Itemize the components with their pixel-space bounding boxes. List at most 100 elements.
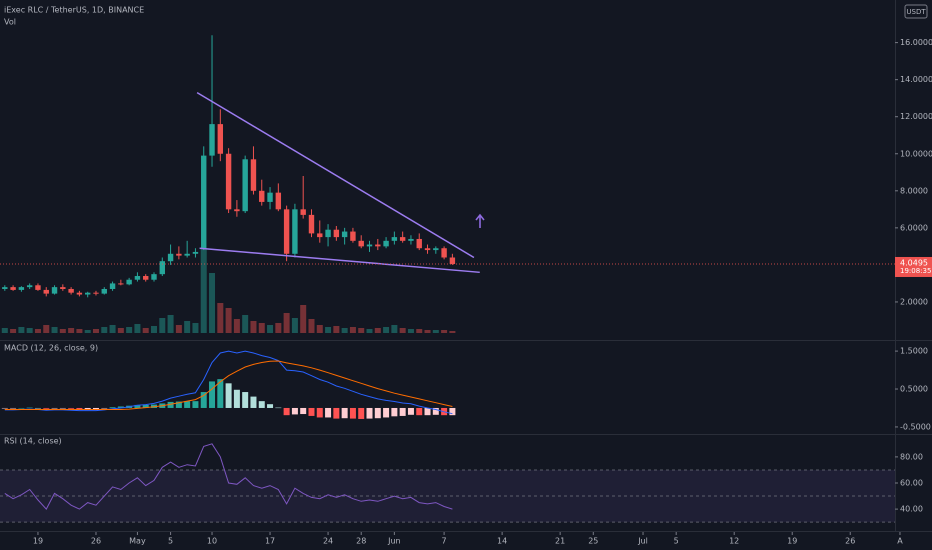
last-price-box bbox=[895, 256, 932, 277]
volume-bar bbox=[432, 330, 439, 333]
arrow-up-icon bbox=[475, 213, 485, 228]
macd-histogram-bar bbox=[333, 407, 340, 419]
macd-histogram-bar bbox=[233, 389, 240, 408]
candle-body bbox=[408, 238, 414, 241]
macd-histogram-bar bbox=[68, 407, 75, 409]
volume-bar bbox=[18, 327, 25, 333]
macd-histogram-bar bbox=[76, 407, 83, 410]
candle-body bbox=[242, 159, 248, 212]
x-tick-label: 5 bbox=[674, 537, 679, 546]
y-tick-label: 16.0000 bbox=[900, 38, 932, 47]
volume-bar bbox=[109, 325, 116, 333]
volume-bar bbox=[308, 319, 315, 333]
y-tick-label: 0.5000 bbox=[900, 385, 928, 394]
macd-histogram-bar bbox=[142, 404, 149, 408]
volume-bar bbox=[209, 273, 216, 333]
macd-histogram-bar bbox=[18, 407, 25, 409]
macd-histogram-bar bbox=[258, 401, 265, 408]
volume-bar bbox=[117, 328, 124, 333]
x-tick-label: A bbox=[897, 537, 903, 546]
x-tick-label: 19 bbox=[787, 537, 797, 546]
volume-bar bbox=[167, 315, 174, 333]
candle-body bbox=[300, 209, 306, 215]
macd-histogram-bar bbox=[449, 407, 456, 416]
macd-histogram-bar bbox=[184, 401, 191, 408]
symbol-title: iExec RLC / TetherUS, 1D, BINANCE bbox=[4, 6, 144, 15]
candle-body bbox=[225, 153, 232, 210]
macd-histogram-bar bbox=[316, 407, 323, 418]
macd-histogram-bar bbox=[117, 406, 124, 408]
x-tick-label: 17 bbox=[265, 537, 275, 546]
trendline bbox=[196, 91, 475, 259]
volume-bar bbox=[184, 321, 191, 333]
volume-bar bbox=[68, 328, 75, 333]
candle-body bbox=[167, 253, 174, 262]
candle-body bbox=[341, 231, 348, 238]
candle-body bbox=[217, 124, 224, 154]
volume-bar bbox=[333, 326, 340, 333]
volume-bar bbox=[142, 328, 149, 333]
macd-histogram-bar bbox=[349, 407, 356, 419]
macd-line bbox=[4, 350, 453, 415]
macd-histogram-bar bbox=[225, 383, 232, 408]
volume-bar bbox=[349, 327, 356, 333]
currency-box[interactable] bbox=[904, 4, 928, 19]
candle-body bbox=[26, 285, 33, 288]
y-tick-label: 6.0000 bbox=[900, 223, 928, 232]
macd-histogram-bar bbox=[308, 407, 315, 416]
y-tick-label: -0.5000 bbox=[900, 422, 931, 431]
macd-histogram-bar bbox=[242, 392, 249, 408]
volume-bar bbox=[283, 313, 290, 333]
volume-bar bbox=[366, 329, 373, 333]
candle-body bbox=[391, 237, 398, 241]
candle-body bbox=[84, 292, 91, 295]
volume-bar bbox=[291, 318, 298, 333]
macd-histogram-bar bbox=[283, 407, 290, 416]
volume-bar bbox=[59, 329, 66, 333]
macd-histogram-bar bbox=[341, 407, 348, 419]
candle-body bbox=[250, 159, 257, 191]
macd-histogram-bar bbox=[151, 404, 158, 408]
candle-body bbox=[433, 248, 439, 251]
volume-bar bbox=[10, 329, 17, 333]
rsi-line bbox=[4, 443, 453, 510]
volume-bar bbox=[84, 330, 91, 333]
macd-histogram-bar bbox=[167, 401, 174, 408]
macd-histogram-bar bbox=[59, 407, 66, 409]
volume-bar bbox=[1, 328, 8, 333]
volume-bar bbox=[151, 326, 158, 333]
macd-histogram-bar bbox=[43, 407, 50, 409]
candle-body bbox=[101, 288, 107, 294]
candle-body bbox=[68, 288, 74, 293]
last-price-label: 4.0495 bbox=[900, 258, 928, 267]
macd-histogram-bar bbox=[209, 381, 216, 408]
macd-histogram-bar bbox=[51, 407, 58, 409]
volume-bar bbox=[43, 325, 50, 333]
macd-histogram-bar bbox=[175, 401, 182, 408]
x-tick-label: Jul bbox=[637, 537, 648, 546]
candle-body bbox=[118, 283, 124, 285]
candle-body bbox=[209, 124, 215, 156]
candle-body bbox=[192, 251, 199, 254]
macd-histogram-bar bbox=[383, 407, 390, 418]
x-tick-label: 14 bbox=[497, 537, 507, 546]
volume-bar bbox=[325, 327, 332, 333]
x-tick-label: Jun bbox=[387, 537, 401, 546]
candle-body bbox=[93, 292, 99, 294]
candle-body bbox=[416, 238, 422, 249]
macd-histogram-bar bbox=[10, 407, 17, 409]
y-tick-label: 14.0000 bbox=[900, 75, 932, 84]
volume-bar bbox=[341, 328, 348, 333]
volume-bar bbox=[416, 329, 423, 333]
candle-body bbox=[325, 229, 331, 238]
x-tick-label: 5 bbox=[168, 537, 173, 546]
macd-histogram-bar bbox=[217, 379, 224, 408]
currency-label[interactable]: USDT bbox=[906, 8, 926, 16]
volume-bar bbox=[242, 315, 249, 333]
candle-body bbox=[350, 231, 356, 241]
x-tick-label: 19 bbox=[33, 537, 43, 546]
volume-bar bbox=[175, 325, 182, 333]
candle-body bbox=[176, 253, 182, 256]
